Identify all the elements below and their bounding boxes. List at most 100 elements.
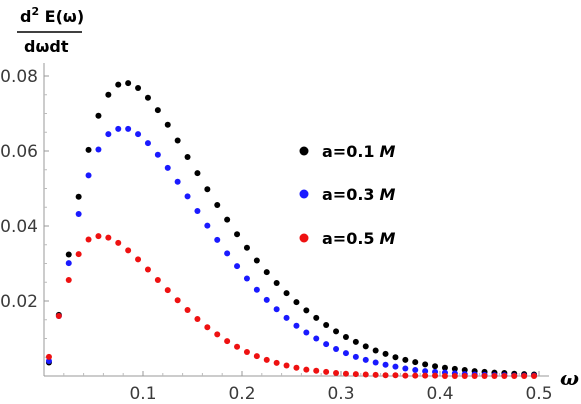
data-point xyxy=(471,373,478,379)
data-point xyxy=(214,331,221,338)
data-point xyxy=(313,335,320,342)
data-point xyxy=(333,346,340,352)
data-point xyxy=(45,353,52,360)
y-tick-label: 0.04 xyxy=(0,217,38,237)
data-point xyxy=(273,306,280,313)
data-point xyxy=(412,372,419,379)
data-point xyxy=(154,151,161,158)
legend-series-name: a=0.1 xyxy=(322,142,375,161)
y-axis-title: d2 E(ω) dωdt xyxy=(17,5,84,56)
legend-label: a=0.5 M xyxy=(322,229,396,248)
data-point xyxy=(125,247,132,254)
data-point xyxy=(243,244,250,251)
data-point xyxy=(154,277,161,283)
data-point xyxy=(144,266,151,273)
y-tick-label: 0.06 xyxy=(0,142,38,162)
data-point xyxy=(263,356,270,363)
y-tick-label: 0.08 xyxy=(0,67,38,87)
data-point xyxy=(174,137,181,144)
data-point xyxy=(243,349,250,355)
data-point xyxy=(115,125,122,132)
data-point xyxy=(144,140,151,147)
x-tick-label: 0.1 xyxy=(129,384,156,404)
x-tick-label: 0.4 xyxy=(426,384,453,404)
data-point xyxy=(342,350,349,357)
x-tick-label: 0.5 xyxy=(525,384,552,404)
data-point xyxy=(392,372,399,379)
data-point xyxy=(392,354,399,361)
legend-marker xyxy=(299,189,309,199)
y-tick-label: 0.02 xyxy=(0,292,38,312)
legend-label: a=0.1 M xyxy=(322,142,396,161)
svg-text:d2 E(ω): d2 E(ω) xyxy=(20,5,84,26)
data-point xyxy=(85,146,92,153)
x-tick-label: 0.2 xyxy=(228,384,255,404)
data-point xyxy=(362,371,369,378)
data-point xyxy=(125,80,132,87)
data-point xyxy=(253,286,260,293)
data-point xyxy=(224,250,231,257)
data-point xyxy=(184,307,191,313)
data-point xyxy=(511,373,518,379)
data-point xyxy=(402,372,409,379)
data-point xyxy=(352,338,359,345)
data-point xyxy=(313,367,320,374)
data-point xyxy=(352,371,359,378)
data-point xyxy=(273,359,280,366)
data-point xyxy=(392,363,399,370)
data-point xyxy=(174,297,181,304)
data-point xyxy=(283,362,290,369)
data-point xyxy=(432,372,439,379)
y-axis-title-d: d xyxy=(20,7,31,26)
data-point xyxy=(204,222,211,229)
data-point xyxy=(531,373,538,379)
data-point xyxy=(234,231,241,238)
data-point xyxy=(491,373,498,379)
data-point xyxy=(293,299,300,306)
data-point xyxy=(461,367,468,373)
x-ticks: 0.1 0.2 0.3 0.4 0.5 xyxy=(63,371,553,404)
data-point xyxy=(135,85,142,91)
data-point xyxy=(362,343,369,350)
data-point xyxy=(234,343,241,350)
data-point xyxy=(501,373,508,379)
data-point xyxy=(283,314,290,321)
data-point xyxy=(135,256,142,263)
legend-series-name: a=0.3 xyxy=(322,185,375,204)
y-axis-title-denominator: dωdt xyxy=(24,37,69,56)
data-point xyxy=(214,236,221,243)
data-point xyxy=(194,208,201,214)
data-point xyxy=(451,365,458,372)
data-point xyxy=(352,353,359,360)
data-point xyxy=(441,373,448,379)
legend-series-name: a=0.5 xyxy=(322,229,375,248)
data-point xyxy=(75,251,82,258)
data-point xyxy=(184,193,191,200)
data-point xyxy=(85,236,92,243)
data-point xyxy=(323,322,330,328)
data-point xyxy=(85,172,92,179)
data-point xyxy=(164,164,171,171)
legend-series-unit: M xyxy=(380,229,396,248)
legend-series-unit: M xyxy=(380,185,396,204)
data-point xyxy=(105,234,112,241)
data-point xyxy=(95,146,102,153)
data-point xyxy=(65,277,72,283)
data-point xyxy=(115,239,122,246)
data-point xyxy=(75,193,82,200)
legend-series-unit: M xyxy=(380,142,396,161)
data-point xyxy=(204,324,211,331)
data-point xyxy=(293,364,300,371)
data-point xyxy=(105,131,112,138)
data-point xyxy=(95,233,102,240)
data-point xyxy=(342,334,349,340)
data-point xyxy=(481,373,488,379)
legend-marker xyxy=(299,146,309,156)
data-point xyxy=(303,329,310,336)
data-point xyxy=(451,373,458,379)
data-point xyxy=(441,364,448,371)
data-point xyxy=(412,367,419,373)
data-point xyxy=(323,341,330,348)
data-point xyxy=(115,81,122,88)
